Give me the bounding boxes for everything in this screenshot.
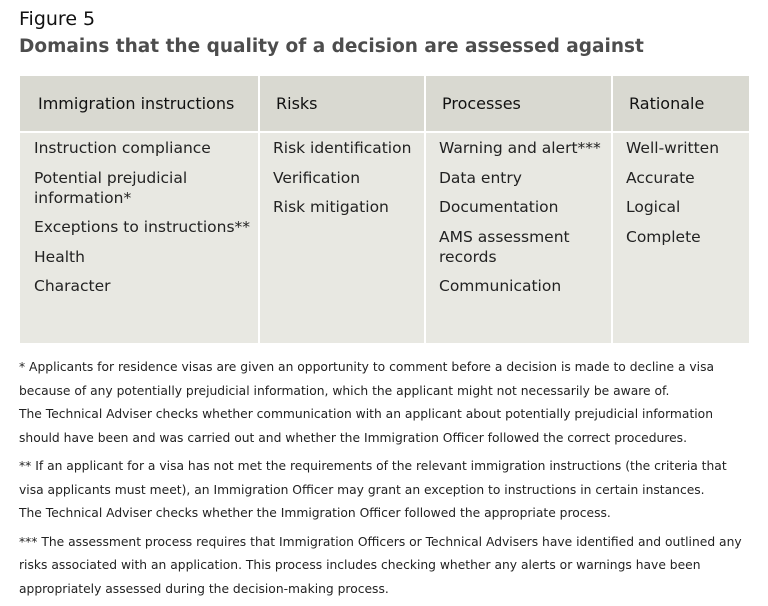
column-header: Rationale: [613, 76, 749, 133]
list-item: Complete: [626, 227, 701, 246]
column-header: Processes: [426, 76, 611, 133]
column-header: Immigration instructions: [20, 76, 258, 133]
footnote-double-asterisk: ** If an applicant for a visa has not me…: [19, 455, 743, 526]
column-body: Well-written Accurate Logical Complete: [613, 133, 749, 247]
list-item: Accurate: [626, 168, 695, 187]
footnote-single-asterisk: * Applicants for residence visas are giv…: [19, 356, 743, 450]
list-item: Risk mitigation: [273, 198, 389, 216]
column-processes: Processes Warning and alert*** Data entr…: [424, 76, 611, 343]
column-body: Instruction compliance Potential prejudi…: [20, 133, 258, 296]
column-body: Risk identification Verification Risk mi…: [260, 133, 424, 217]
footnote-text: ** If an applicant for a visa has not me…: [19, 459, 727, 497]
footnote-triple-asterisk: *** The assessment process requires that…: [19, 531, 743, 602]
footnotes: * Applicants for residence visas are giv…: [19, 356, 743, 606]
footnote-text: The Technical Adviser checks whether the…: [19, 506, 611, 520]
list-item: Communication: [439, 277, 562, 295]
column-body: Warning and alert*** Data entry Document…: [426, 133, 611, 296]
list-item: Verification: [273, 168, 361, 187]
list-item: AMS assessment records: [439, 227, 570, 266]
figure-label: Figure 5: [19, 8, 96, 30]
list-item: Instruction compliance: [34, 139, 211, 157]
list-item: Logical: [626, 198, 681, 216]
footnote-text: * Applicants for residence visas are giv…: [19, 360, 715, 398]
list-item: Data entry: [439, 168, 522, 187]
column-risks: Risks Risk identification Verification R…: [258, 76, 424, 343]
list-item: Exceptions to instructions**: [34, 218, 251, 236]
list-item: Potential prejudicial information*: [34, 168, 188, 207]
list-item: Well-written: [626, 139, 720, 157]
domains-table: Immigration instructions Instruction com…: [20, 76, 749, 343]
footnote-text: *** The assessment process requires that…: [19, 534, 742, 596]
footnote-text: The Technical Adviser checks whether com…: [19, 407, 713, 445]
figure-title: Domains that the quality of a decision a…: [19, 36, 644, 57]
column-header: Risks: [260, 76, 424, 133]
column-immigration-instructions: Immigration instructions Instruction com…: [20, 76, 258, 343]
list-item: Character: [34, 277, 111, 295]
list-item: Warning and alert***: [439, 139, 601, 157]
column-rationale: Rationale Well-written Accurate Logical …: [611, 76, 749, 343]
list-item: Documentation: [439, 198, 559, 216]
list-item: Health: [34, 247, 85, 266]
list-item: Risk identification: [273, 139, 412, 157]
